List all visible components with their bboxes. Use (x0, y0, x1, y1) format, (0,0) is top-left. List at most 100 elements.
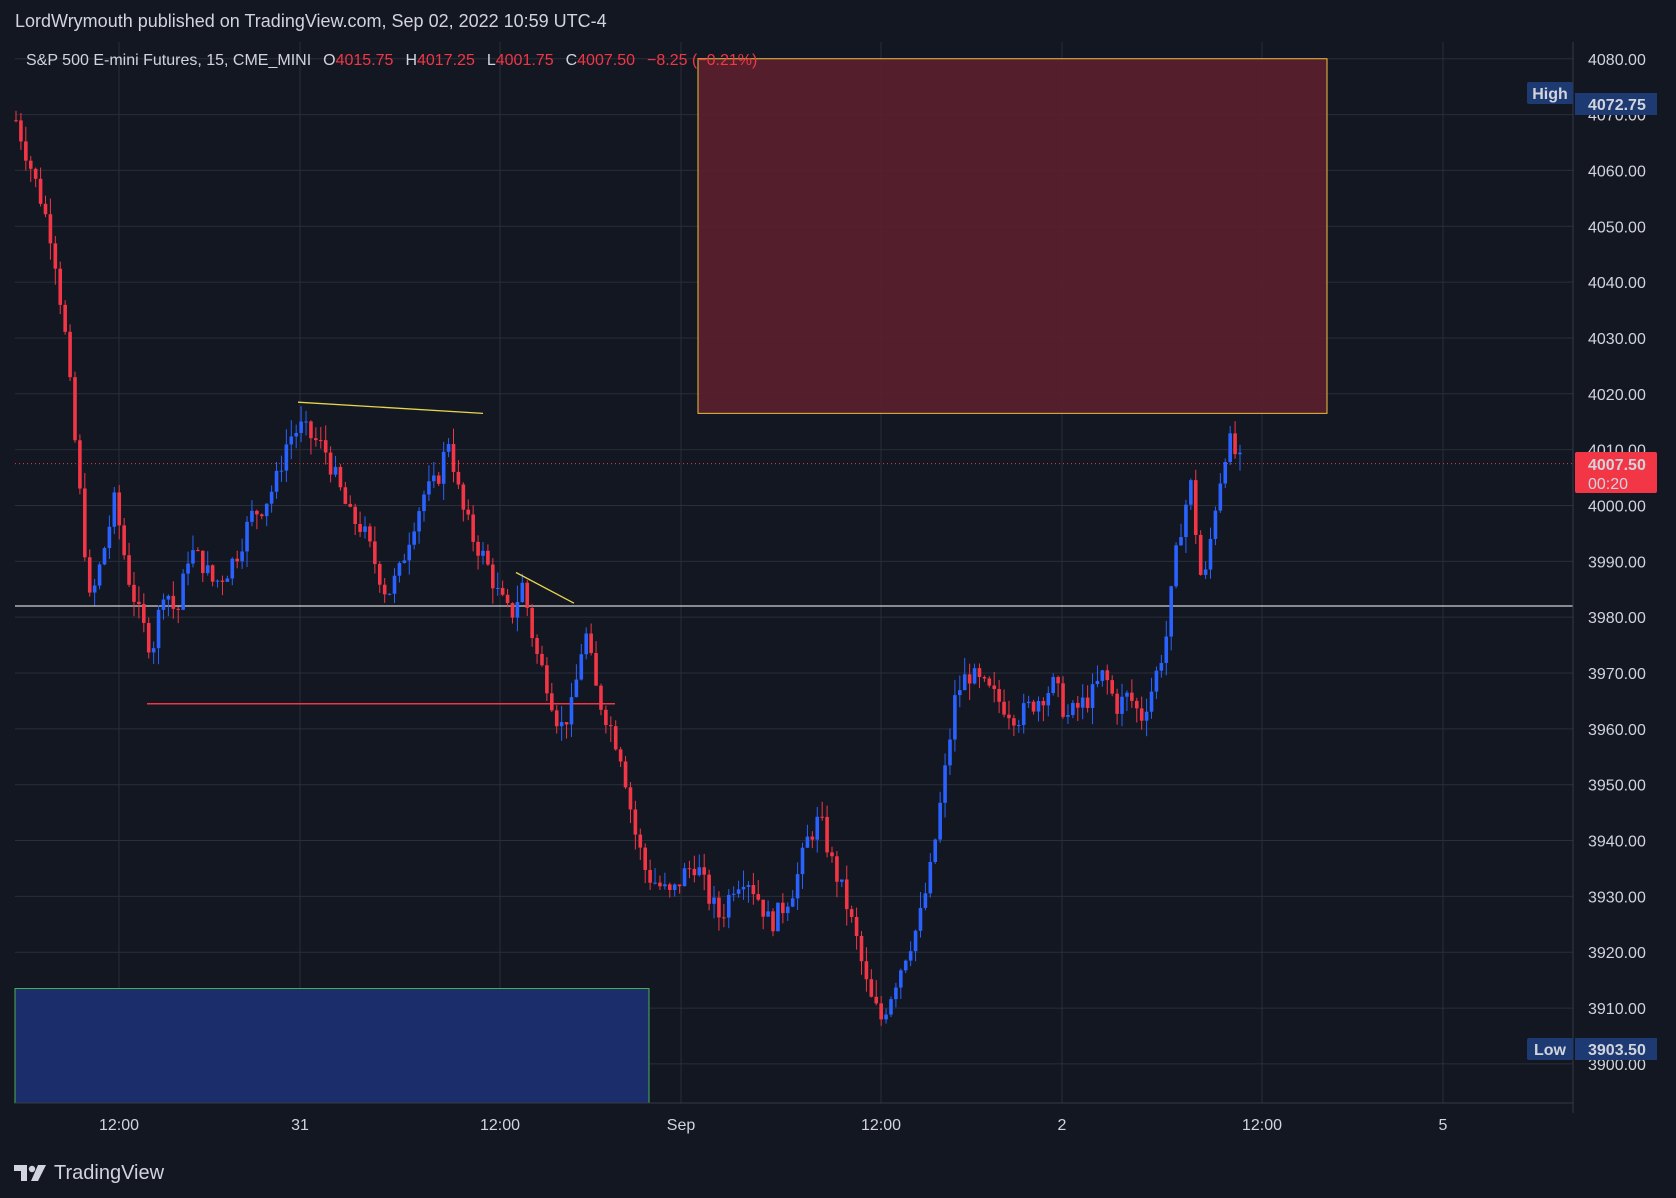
candle-body (58, 268, 63, 305)
low-key: L (486, 52, 496, 69)
candle-body (643, 847, 648, 870)
candle-body (397, 563, 402, 576)
candle-body (338, 466, 343, 488)
candle-body (972, 668, 977, 684)
price-axis[interactable]: 4080.004070.004060.004050.004040.004030.… (15, 42, 1646, 1113)
candle-body (68, 331, 72, 378)
high-tag-bg (1527, 82, 1573, 104)
candle-body (908, 951, 913, 961)
candle-body (1228, 433, 1232, 462)
price-tick-label: 4060.00 (1588, 163, 1646, 180)
candle-body (810, 836, 815, 840)
candle-body (200, 550, 205, 574)
candle-body (245, 521, 249, 552)
candle-body (274, 470, 279, 492)
candle-body (594, 653, 598, 686)
candle-body (451, 444, 456, 472)
candle-body (436, 475, 441, 484)
candle-body (1110, 680, 1114, 694)
candle-body (766, 911, 770, 917)
candle-body (87, 557, 92, 593)
candle-body (156, 609, 161, 649)
candle-body (1061, 683, 1065, 717)
time-tick-label: 12:00 (99, 1117, 139, 1134)
candle-body (1056, 677, 1060, 684)
time-tick-label: 12:00 (480, 1117, 520, 1134)
candle-body (191, 550, 195, 564)
time-tick-label: 31 (291, 1117, 309, 1134)
candle-body (682, 868, 687, 887)
candle-body (776, 902, 780, 932)
candle-body (446, 444, 451, 452)
candle-body (230, 558, 235, 579)
candle-body (515, 602, 520, 618)
candle-body (387, 593, 392, 595)
candle-body (1080, 697, 1085, 708)
price-tick-label: 4050.00 (1588, 219, 1646, 236)
last-price-label: 4007.50 (1588, 457, 1646, 474)
candle-body (731, 893, 736, 895)
candle-body (569, 697, 574, 725)
close-key: C (565, 52, 578, 69)
candle-body (918, 907, 923, 931)
candle-body (323, 440, 328, 453)
candle-body (358, 523, 362, 532)
trendline-lower[interactable] (515, 571, 575, 604)
footer-brand[interactable]: TradingView (14, 1160, 164, 1186)
candle-body (584, 633, 589, 655)
candle-body (151, 648, 156, 653)
candle-body (1198, 534, 1203, 575)
candle-body (264, 503, 269, 517)
time-axis[interactable]: 12:00 31 12:00 Sep 12:00 2 12:00 5 (99, 1117, 1448, 1134)
candle-body (289, 436, 294, 445)
demand-zone-box[interactable] (14, 988, 650, 1104)
price-tick-label: 3970.00 (1588, 666, 1646, 683)
candle-body (633, 809, 638, 835)
price-tick-label: 3990.00 (1588, 554, 1646, 571)
candle-body (948, 739, 952, 766)
candle-body (933, 839, 938, 862)
candle-body (127, 555, 131, 585)
candle-body (309, 421, 313, 439)
candle-body (1213, 510, 1218, 539)
close-value: 4007.50 (577, 52, 635, 69)
candle-body (702, 867, 706, 875)
time-tick-label: 2 (1058, 1117, 1067, 1134)
candle-body (417, 511, 421, 532)
symbol-title[interactable]: S&P 500 E-mini Futures, 15, CME_MINI (26, 52, 312, 69)
candle-body (240, 551, 244, 562)
candle-body (225, 578, 230, 582)
candle-body (1169, 586, 1173, 637)
candle-body (913, 930, 918, 952)
candle-body (618, 749, 623, 762)
candle-body (38, 178, 43, 204)
trendline-upper[interactable] (297, 401, 484, 414)
low-tag-label: Low (1534, 1042, 1567, 1059)
candle-body (554, 710, 559, 727)
candle-body (628, 787, 633, 810)
price-tick-label: 4000.00 (1588, 498, 1646, 515)
candle-body (785, 906, 790, 914)
candle-body (756, 894, 761, 900)
candle-body (1007, 714, 1011, 719)
supply-zone-box[interactable] (697, 58, 1328, 414)
candle-body (402, 560, 407, 564)
candle-body (299, 421, 303, 433)
candle-body (505, 594, 510, 604)
candle-body (1154, 670, 1159, 692)
price-tick-label: 3980.00 (1588, 610, 1646, 627)
candle-body (318, 440, 323, 442)
candle-body (835, 856, 839, 882)
candle-body (500, 587, 505, 595)
candle-body (486, 550, 490, 565)
candle-body (377, 563, 382, 585)
candle-body (967, 674, 972, 684)
candle-body (761, 899, 765, 917)
candle-body (28, 160, 33, 169)
candle-body (1090, 684, 1095, 708)
candle-body (1223, 461, 1228, 484)
candle-body (741, 886, 746, 890)
candle-body (648, 869, 652, 883)
candle-body (382, 584, 387, 595)
